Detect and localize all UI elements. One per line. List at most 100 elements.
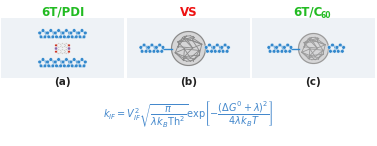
Circle shape	[60, 60, 64, 64]
Circle shape	[49, 58, 53, 61]
Circle shape	[60, 31, 64, 35]
Circle shape	[339, 43, 342, 47]
Circle shape	[69, 60, 73, 64]
Circle shape	[60, 44, 62, 45]
Circle shape	[78, 64, 82, 68]
Circle shape	[283, 46, 286, 49]
Circle shape	[38, 31, 41, 35]
Circle shape	[72, 29, 76, 32]
Circle shape	[147, 46, 150, 49]
Circle shape	[47, 35, 51, 39]
Circle shape	[284, 49, 287, 53]
Circle shape	[63, 46, 65, 47]
Circle shape	[342, 46, 345, 49]
Circle shape	[68, 44, 70, 47]
Circle shape	[275, 46, 278, 49]
Circle shape	[39, 35, 43, 39]
Text: 60: 60	[321, 11, 331, 20]
Text: 6T/PDI: 6T/PDI	[41, 6, 84, 19]
Text: (a): (a)	[54, 77, 71, 87]
Circle shape	[60, 52, 61, 53]
Circle shape	[55, 35, 58, 39]
Circle shape	[61, 46, 63, 48]
Circle shape	[204, 46, 208, 49]
Circle shape	[158, 43, 161, 47]
Circle shape	[140, 49, 144, 53]
Circle shape	[58, 42, 60, 44]
Circle shape	[333, 49, 336, 53]
Circle shape	[47, 64, 51, 68]
Circle shape	[68, 60, 72, 64]
Circle shape	[334, 46, 338, 49]
Circle shape	[63, 64, 66, 68]
Circle shape	[64, 58, 68, 61]
Circle shape	[70, 35, 74, 39]
Circle shape	[65, 46, 67, 48]
Circle shape	[41, 58, 45, 61]
Circle shape	[281, 46, 285, 49]
Circle shape	[78, 35, 82, 39]
Circle shape	[276, 49, 280, 53]
Circle shape	[58, 46, 60, 48]
Circle shape	[60, 52, 62, 53]
Circle shape	[336, 49, 340, 53]
Circle shape	[60, 46, 62, 47]
Circle shape	[43, 35, 47, 39]
Circle shape	[59, 35, 63, 39]
Circle shape	[54, 47, 58, 50]
Circle shape	[46, 60, 49, 64]
Circle shape	[335, 46, 339, 49]
Circle shape	[52, 31, 56, 35]
Circle shape	[221, 49, 225, 53]
Circle shape	[74, 35, 78, 39]
Circle shape	[327, 46, 331, 49]
Circle shape	[288, 49, 291, 53]
Circle shape	[225, 49, 229, 53]
Circle shape	[153, 46, 157, 49]
Circle shape	[56, 44, 58, 45]
Circle shape	[142, 43, 146, 47]
Circle shape	[69, 31, 73, 35]
Circle shape	[144, 49, 148, 53]
Circle shape	[67, 35, 70, 39]
Text: VS: VS	[180, 6, 197, 19]
Circle shape	[289, 46, 293, 49]
Circle shape	[61, 60, 65, 64]
Circle shape	[80, 29, 84, 32]
Circle shape	[77, 31, 80, 35]
Circle shape	[280, 49, 284, 53]
Circle shape	[76, 31, 79, 35]
Circle shape	[46, 31, 49, 35]
Circle shape	[61, 49, 63, 51]
Text: 6T/C: 6T/C	[293, 6, 323, 19]
Circle shape	[80, 58, 84, 61]
Circle shape	[67, 50, 69, 52]
Polygon shape	[299, 33, 328, 64]
Circle shape	[52, 60, 56, 64]
Circle shape	[139, 46, 143, 49]
Circle shape	[227, 46, 230, 49]
Circle shape	[268, 49, 272, 53]
Text: (c): (c)	[306, 77, 321, 87]
Circle shape	[63, 52, 65, 53]
Circle shape	[64, 46, 66, 47]
Circle shape	[63, 50, 65, 52]
Circle shape	[68, 31, 72, 35]
Circle shape	[76, 60, 79, 64]
Circle shape	[64, 44, 66, 45]
Circle shape	[331, 43, 334, 47]
Circle shape	[38, 60, 41, 64]
Circle shape	[146, 46, 149, 49]
Circle shape	[61, 42, 63, 44]
Circle shape	[72, 58, 76, 61]
Circle shape	[68, 51, 70, 53]
Circle shape	[70, 64, 74, 68]
Circle shape	[205, 49, 209, 53]
Circle shape	[54, 31, 57, 35]
Circle shape	[57, 58, 60, 61]
Circle shape	[220, 46, 224, 49]
Circle shape	[61, 53, 63, 54]
Circle shape	[60, 44, 61, 45]
Circle shape	[84, 31, 87, 35]
Circle shape	[67, 64, 70, 68]
